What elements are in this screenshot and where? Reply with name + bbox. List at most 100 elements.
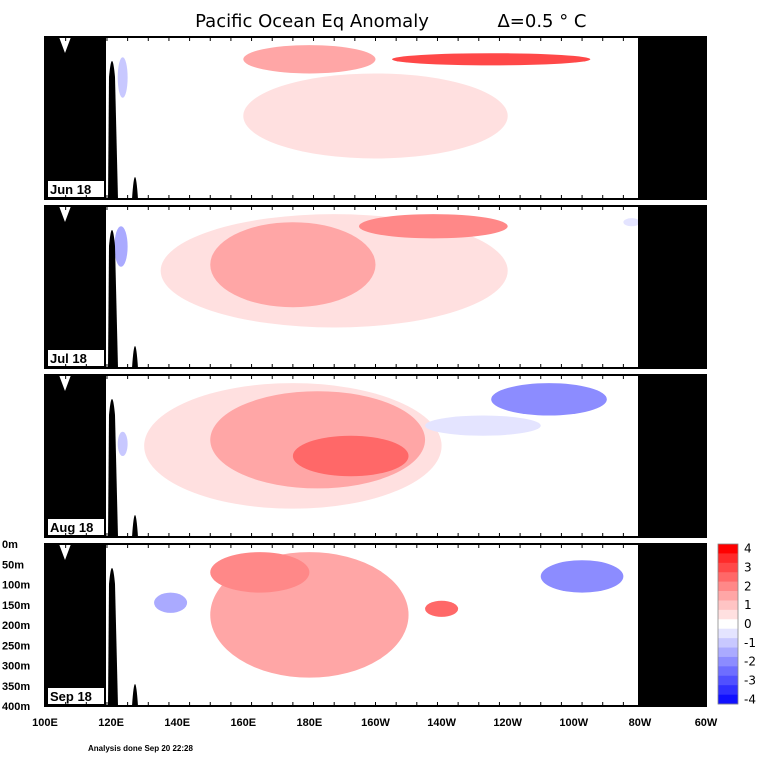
land-mask-spike [108, 230, 118, 368]
panel-1: Jun 18 [44, 36, 707, 200]
panels-group: Jun 18 Jul 18 Aug 18 Sep 18 [44, 36, 707, 707]
land-mask-spike [108, 568, 118, 706]
x-tick-label: 140E [164, 717, 190, 729]
island-mask [132, 684, 138, 706]
colorbar-label: 0 [744, 617, 752, 631]
chart-title: Pacific Ocean Eq Anomaly [195, 11, 429, 32]
colorbar-swatch [718, 694, 738, 705]
y-tick-label: 100m [2, 580, 30, 592]
y-tick-label: 150m [2, 600, 30, 612]
land-mask-east [638, 375, 706, 537]
y-tick-label: 200m [2, 620, 30, 632]
land-mask-west [45, 206, 106, 368]
y-tick-label: 250m [2, 640, 30, 652]
x-tick-label: 140W [427, 717, 456, 729]
land-mask-west [45, 37, 106, 199]
x-tick-label: 60W [695, 717, 718, 729]
colorbar-swatch [718, 666, 738, 677]
colorbar-label: 3 [744, 561, 752, 575]
warm-anomaly [243, 45, 376, 74]
colorbar-label: 4 [744, 542, 752, 556]
colorbar-frame [717, 543, 739, 705]
contour-interval-label: Δ=0.5 ° C [497, 11, 586, 32]
warm-anomaly [210, 222, 376, 308]
colorbar-swatch [718, 562, 738, 573]
colorbar-label: -1 [744, 636, 756, 650]
x-tick-label: 160W [361, 717, 390, 729]
month-label: Jul 18 [50, 351, 87, 366]
month-label: Jun 18 [50, 182, 91, 197]
land-mask-east [638, 544, 706, 706]
land-notch [59, 206, 71, 222]
cold-anomaly [114, 226, 128, 267]
island-mask [132, 346, 138, 368]
x-tick-label: 100W [559, 717, 588, 729]
y-tick-label: 350m [2, 681, 30, 693]
y-tick-label: 300m [2, 661, 30, 673]
island-mask [132, 177, 138, 199]
colorbar-swatch [718, 628, 738, 639]
x-tick-label: 120E [98, 717, 124, 729]
land-notch [59, 544, 71, 560]
colorbar-swatch [718, 553, 738, 564]
cold-anomaly [540, 560, 624, 593]
panel-2: Jul 18 [44, 205, 707, 369]
cold-anomaly [491, 383, 607, 416]
land-mask-east [638, 206, 706, 368]
colorbar-swatch [718, 619, 738, 630]
x-tick-label: 80W [629, 717, 652, 729]
colorbar-label: -2 [744, 655, 756, 669]
month-label-box [48, 519, 104, 535]
panel-4: Sep 18 [44, 543, 707, 707]
colorbar-label: -3 [744, 673, 756, 687]
warm-anomaly [243, 73, 508, 159]
colorbar-swatch [718, 675, 738, 686]
x-tick-label: 120W [493, 717, 522, 729]
land-mask-west [45, 375, 106, 537]
panel-3: Aug 18 [44, 374, 707, 538]
colorbar-swatch [718, 544, 738, 554]
cold-anomaly [117, 57, 128, 98]
colorbar-swatch [718, 581, 738, 592]
land-notch [59, 37, 71, 53]
analysis-footer: Analysis done Sep 20 22:28 [88, 744, 193, 753]
land-notch [59, 375, 71, 391]
warm-anomaly [292, 435, 409, 477]
y-tick-label: 50m [2, 559, 24, 571]
cold-anomaly [117, 431, 128, 456]
month-label-box [48, 350, 104, 366]
colorbar-swatch [718, 685, 738, 695]
y-tick-label: 0m [2, 539, 18, 551]
colorbar-swatch [718, 656, 738, 667]
cold-anomaly [154, 592, 188, 613]
land-mask-spike [108, 61, 118, 199]
month-label-box [48, 688, 104, 704]
land-mask-west [45, 544, 106, 706]
colorbar: 4 3 2 1 0 -1 -2 -3 -4 [717, 542, 756, 706]
x-tick-label: 180E [297, 717, 323, 729]
month-label: Sep 18 [50, 689, 92, 704]
x-tick-label: 160E [230, 717, 256, 729]
colorbar-swatch [718, 638, 738, 648]
colorbar-swatch [718, 591, 738, 601]
month-label: Aug 18 [50, 520, 93, 535]
land-mask-east [638, 37, 706, 199]
cold-anomaly [425, 415, 541, 436]
colorbar-swatch [718, 609, 738, 620]
cold-anomaly [623, 218, 640, 227]
colorbar-label: 2 [744, 579, 752, 593]
y-axis-ticks: 0m 50m 100m 150m 200m 250m 300m 350m 400m [2, 539, 30, 713]
month-label-box [48, 181, 104, 197]
island-mask [132, 515, 138, 537]
warm-anomaly [210, 552, 310, 593]
colorbar-label: 1 [744, 598, 752, 612]
y-tick-label: 400m [2, 701, 30, 713]
land-mask-spike [108, 399, 118, 537]
warm-anomaly [358, 214, 508, 239]
warm-anomaly [392, 53, 591, 66]
colorbar-swatch [718, 647, 738, 658]
colorbar-swatch [718, 600, 738, 611]
x-tick-label: 100E [32, 717, 58, 729]
warm-anomaly [425, 600, 459, 617]
